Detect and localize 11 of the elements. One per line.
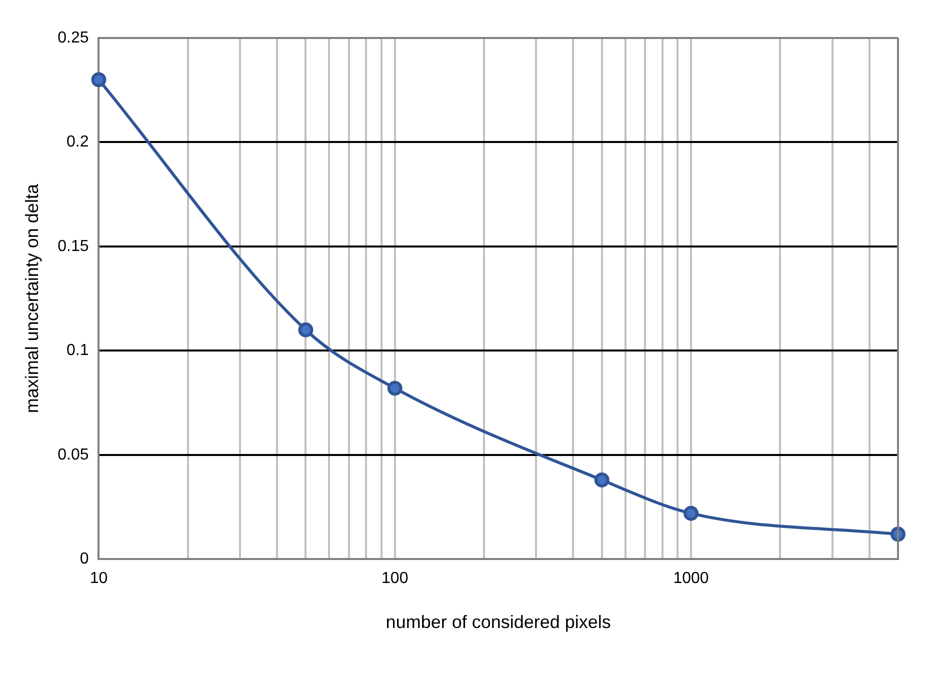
y-tick-label: 0.15 — [58, 238, 89, 255]
x-tick-label: 100 — [382, 570, 408, 588]
y-tick-label: 0 — [80, 550, 89, 568]
y-tick-label: 0.2 — [66, 134, 89, 151]
x-tick-label: 10 — [90, 570, 108, 588]
y-axis-title: maximal uncertainty on delta — [22, 183, 42, 414]
x-tick-label: 1000 — [673, 570, 709, 588]
y-tick-label: 0.1 — [66, 342, 89, 360]
y-tick-label: 0.25 — [58, 29, 89, 46]
y-tick-label: 0.05 — [58, 446, 89, 464]
x-axis-title: number of considered pixels — [386, 612, 611, 632]
